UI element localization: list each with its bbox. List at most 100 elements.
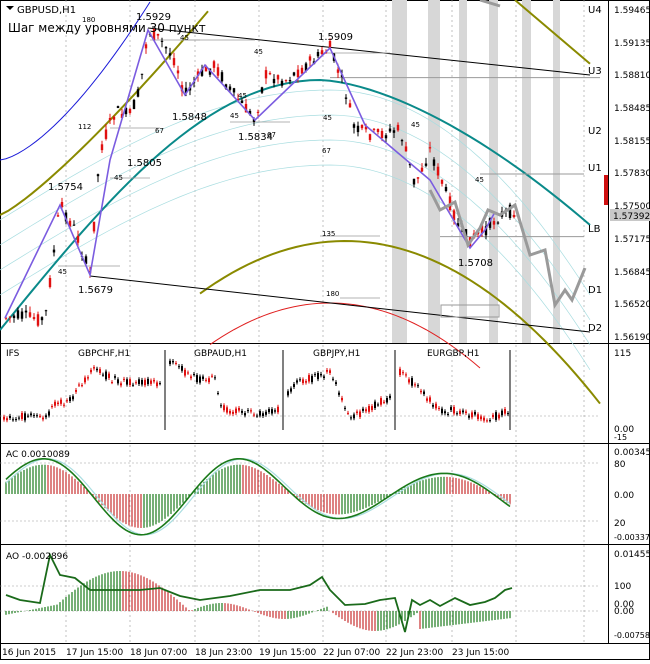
pivot-label: 1.5679	[78, 285, 113, 296]
olive-curve-right	[514, 0, 591, 65]
ifs-candle-body	[495, 412, 497, 420]
ifs-candle-body	[423, 391, 425, 395]
ac-axis-tick: 80	[614, 460, 626, 470]
ifs-pair-label: EURGBP,H1	[427, 349, 479, 359]
candle-body	[360, 124, 364, 129]
price-tick: 1.59135	[614, 39, 650, 49]
count-label: 45	[238, 92, 247, 100]
ifs-candle-body	[402, 372, 404, 374]
candle-body	[220, 72, 224, 82]
ifs-candle-body	[90, 369, 92, 373]
candle-body	[380, 130, 384, 139]
ifs-candle-body	[129, 379, 131, 386]
candle-body	[512, 214, 516, 218]
ac-title: AC 0.0010089	[6, 450, 70, 460]
ifs-candle-body	[57, 402, 59, 405]
ifs-candle-body	[75, 389, 77, 392]
ifs-candle-body	[48, 411, 50, 416]
ifs-candle-body	[287, 391, 289, 396]
price-tick: 1.58810	[614, 71, 650, 81]
chart-subtitle: Шаг между уровнями 30 пункт	[8, 21, 206, 35]
candle-body	[236, 98, 240, 101]
ac-axis-tick: 0.00	[614, 491, 634, 501]
candle-body	[412, 178, 416, 185]
current-bar-marker	[604, 175, 608, 205]
candle-body	[140, 73, 144, 75]
candle-body	[308, 56, 312, 61]
olive-curve-lower	[199, 240, 601, 405]
ifs-candle-body	[356, 411, 358, 414]
ifs-candle-body	[42, 417, 44, 420]
ifs-candle-body	[320, 373, 322, 376]
ao-axis-tick: 100	[614, 582, 631, 592]
ifs-candle-body	[99, 369, 101, 373]
candle-body	[108, 118, 112, 120]
count-label: 135	[322, 230, 335, 238]
pivot-label: 1.5848	[172, 112, 207, 123]
candle-body	[384, 135, 388, 139]
ifs-candle-body	[492, 414, 494, 418]
session-band	[553, 0, 560, 343]
candle-body	[296, 69, 300, 78]
ifs-candle-body	[96, 368, 98, 371]
pivot-label: 1.5909	[318, 32, 353, 43]
main-price-pane	[0, 0, 601, 644]
ifs-candle-body	[462, 410, 464, 413]
ifs-candle-body	[501, 410, 503, 416]
ifs-candle-body	[338, 392, 340, 395]
candle-body	[48, 278, 52, 288]
ifs-candle-body	[60, 399, 62, 404]
candle-body	[344, 97, 348, 99]
candle-body	[452, 210, 456, 221]
ifs-candle-body	[9, 415, 11, 419]
chevron-down-icon[interactable]	[6, 6, 14, 10]
projection-path-top	[479, 0, 501, 8]
ifs-candle-body	[184, 369, 186, 376]
ifs-candle-body	[126, 379, 128, 385]
candle-body	[52, 249, 56, 253]
candle-body	[184, 87, 188, 93]
candle-body	[336, 69, 340, 73]
ifs-candle-body	[18, 417, 20, 419]
price-tick: 1.56190	[614, 333, 650, 343]
ifs-candle-body	[317, 372, 319, 380]
target-box	[440, 304, 500, 318]
ifs-candle-body	[290, 388, 292, 392]
ifs-candle-body	[178, 366, 180, 368]
ifs-candle-body	[114, 376, 116, 378]
candle-body	[456, 223, 460, 227]
count-label: 45	[411, 121, 420, 129]
candle-body	[348, 103, 352, 108]
ifs-candle-body	[453, 406, 455, 414]
ifs-pair-label: GBPCHF,H1	[78, 349, 130, 359]
candle-body	[424, 163, 428, 166]
candle-body	[436, 166, 440, 176]
candle-body	[392, 130, 396, 133]
ifs-candle-body	[350, 417, 352, 419]
ifs-candle-body	[314, 374, 316, 376]
ifs-candle-body	[54, 401, 56, 406]
candle-body	[396, 124, 400, 131]
ifs-candle-body	[132, 384, 134, 386]
time-tick: 22 Jun 23:00	[386, 648, 443, 658]
candle-body	[228, 86, 232, 90]
ifs-candle-body	[214, 377, 216, 379]
ifs-candle-body	[220, 405, 222, 407]
price-tick: 1.59465	[614, 6, 650, 16]
ifs-candle-body	[181, 366, 183, 371]
candle-body	[492, 221, 496, 225]
level-label-u2: U2	[588, 126, 602, 137]
ifs-candle-body	[486, 420, 488, 422]
ifs-candle-body	[435, 403, 437, 409]
candle-body	[32, 317, 36, 319]
ifs-candle-body	[202, 376, 204, 379]
candle-body	[24, 310, 28, 313]
ifs-candle-body	[27, 415, 29, 417]
ifs-candle-body	[66, 400, 68, 402]
ifs-candle-body	[450, 407, 452, 410]
count-label: 45	[180, 34, 189, 42]
ifs-candle-body	[271, 409, 273, 414]
candle-body	[20, 311, 24, 319]
